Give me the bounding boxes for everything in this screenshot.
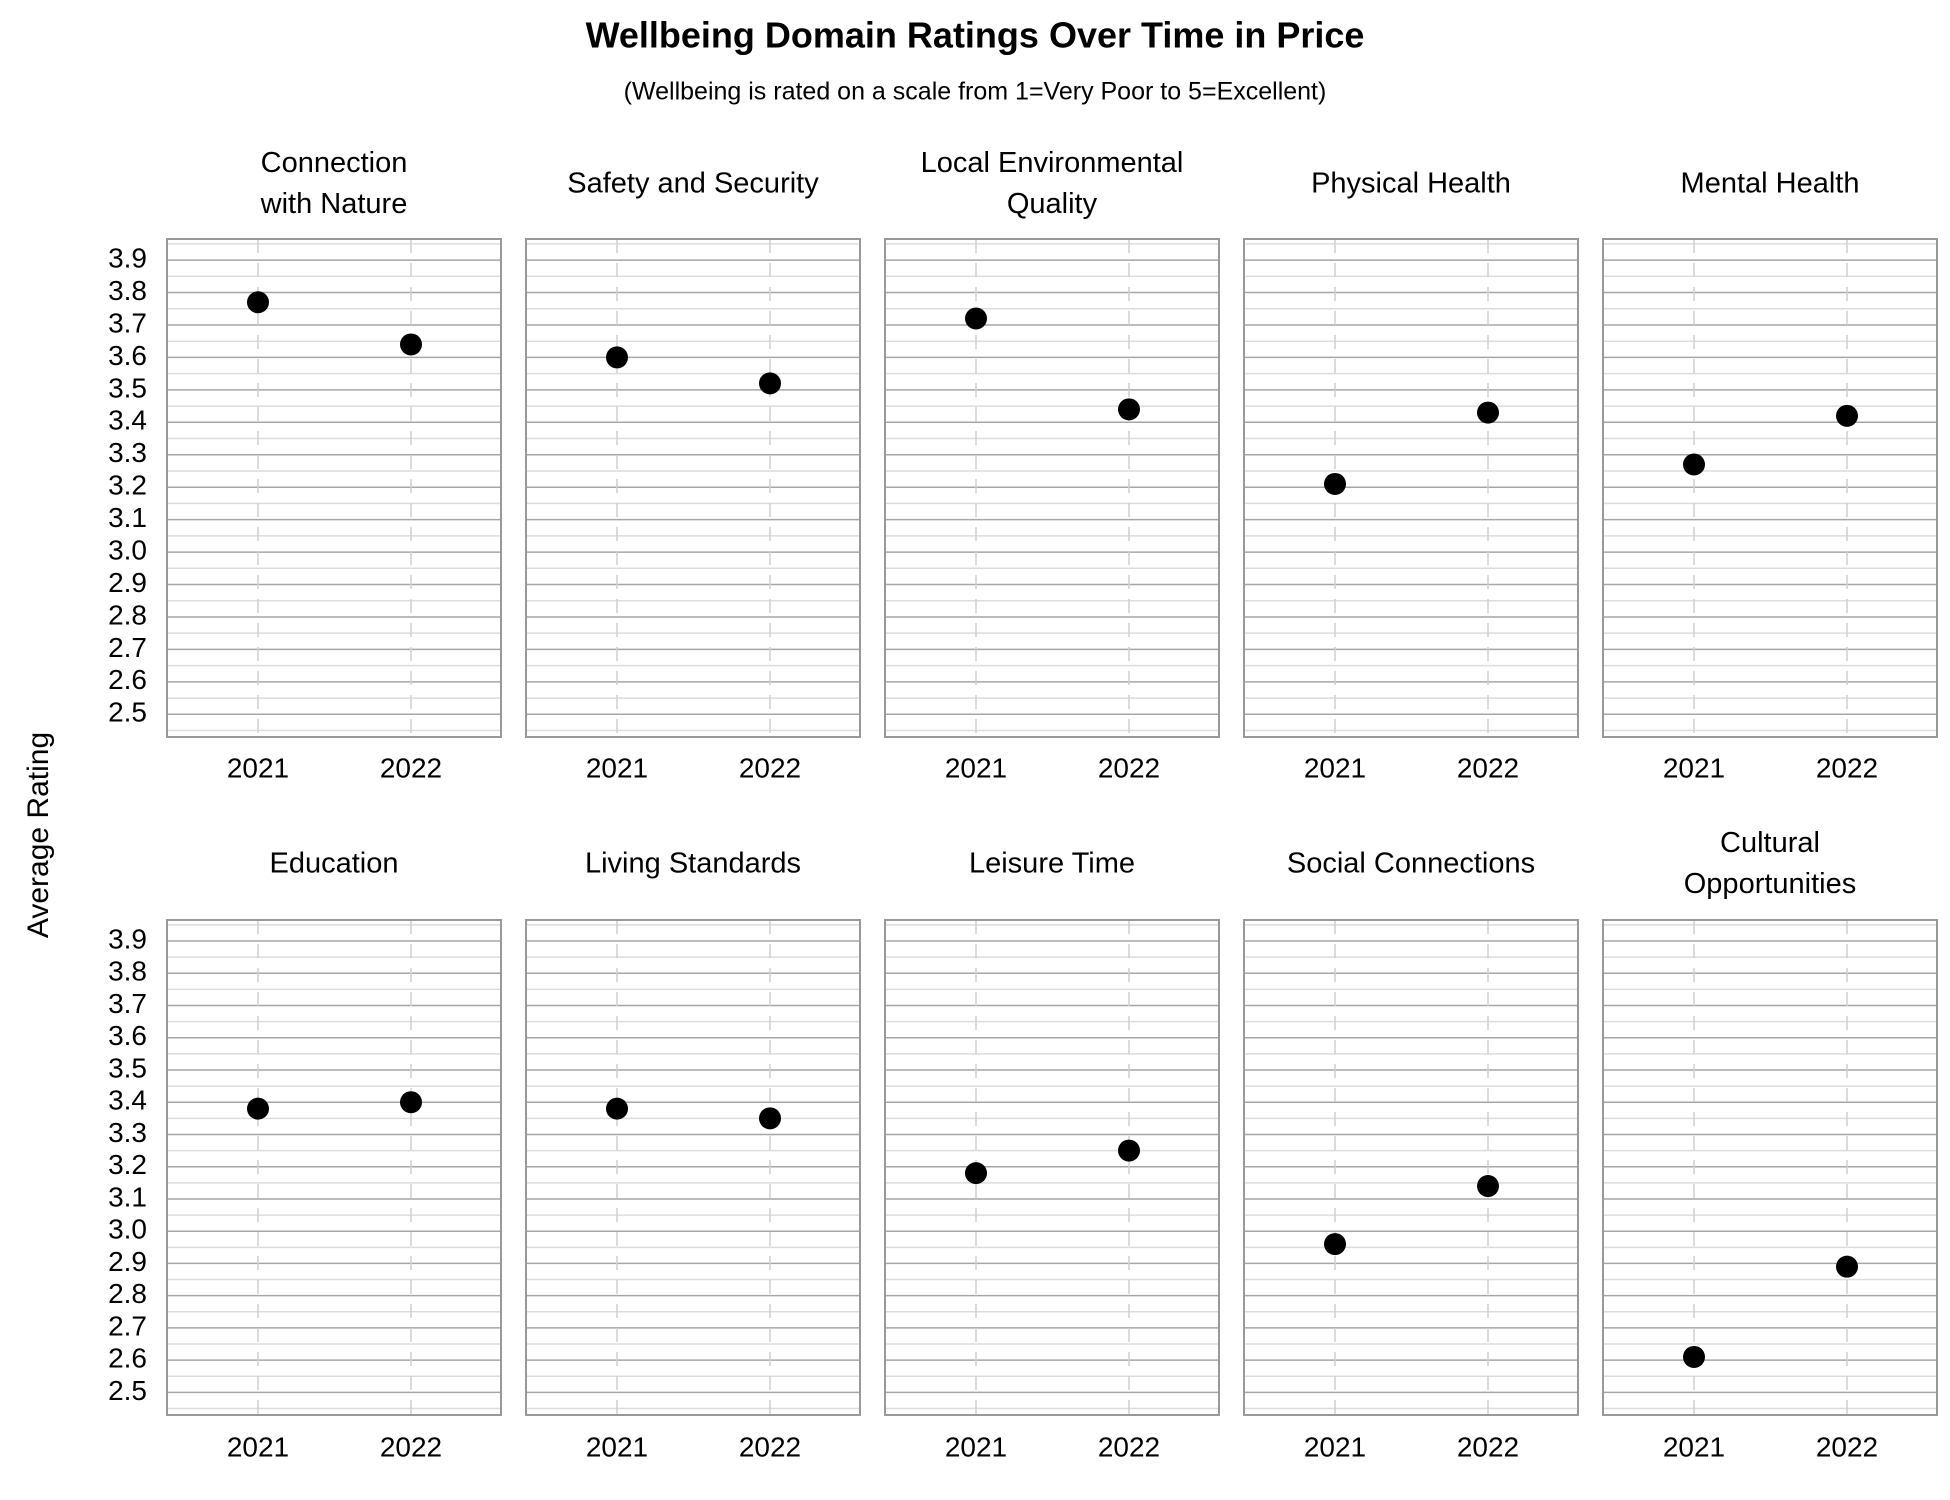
panel-title: Living Standards <box>585 848 801 880</box>
point <box>1324 1233 1346 1256</box>
x-tick-label: 2022 <box>1816 1431 1878 1462</box>
y-tick-label: 3.5 <box>108 372 147 403</box>
point <box>606 1097 628 1120</box>
y-tick-label: 3.0 <box>108 534 147 565</box>
y-tick-label: 3.9 <box>108 923 147 954</box>
panel-title: Quality <box>1007 188 1098 220</box>
panel-title: Local Environmental <box>921 147 1184 179</box>
panel-frame <box>884 919 1220 1416</box>
y-tick-label: 3.7 <box>108 307 147 338</box>
point <box>1118 1139 1140 1162</box>
y-tick-label: 3.6 <box>108 1020 147 1051</box>
x-tick-label: 2022 <box>739 1431 801 1462</box>
point <box>759 1107 781 1130</box>
point <box>606 346 628 369</box>
panel-title: Opportunities <box>1684 868 1857 900</box>
point <box>400 1091 422 1114</box>
point <box>1477 1175 1499 1198</box>
panel-frame <box>1602 238 1938 738</box>
y-tick-label: 2.7 <box>108 1310 147 1341</box>
y-tick-label: 3.6 <box>108 340 147 371</box>
chart-subtitle: (Wellbeing is rated on a scale from 1=Ve… <box>624 78 1327 106</box>
chart-title: Wellbeing Domain Ratings Over Time in Pr… <box>586 15 1365 56</box>
panel-title: Social Connections <box>1287 848 1535 880</box>
x-tick-label: 2021 <box>1663 752 1725 783</box>
point <box>1477 401 1499 424</box>
y-tick-label: 3.8 <box>108 956 147 987</box>
y-tick-label: 3.3 <box>108 437 147 468</box>
panel-frame <box>884 238 1220 738</box>
y-tick-label: 3.1 <box>108 1181 147 1212</box>
point <box>1683 453 1705 476</box>
y-tick-label: 3.9 <box>108 242 147 273</box>
y-tick-label: 3.0 <box>108 1214 147 1245</box>
x-tick-label: 2021 <box>227 1431 289 1462</box>
x-tick-label: 2021 <box>1304 752 1366 783</box>
x-tick-label: 2022 <box>1816 752 1878 783</box>
y-tick-label: 3.1 <box>108 502 147 533</box>
x-tick-label: 2021 <box>945 752 1007 783</box>
x-tick-label: 2021 <box>227 752 289 783</box>
y-tick-label: 2.6 <box>108 1343 147 1374</box>
panel-title: Safety and Security <box>567 168 819 200</box>
x-tick-label: 2022 <box>1457 752 1519 783</box>
point <box>1836 404 1858 427</box>
y-tick-label: 3.5 <box>108 1052 147 1083</box>
point <box>1836 1255 1858 1278</box>
panel-frame <box>1602 919 1938 1416</box>
y-axis-label: Average Rating <box>22 732 55 938</box>
y-tick-label: 3.7 <box>108 988 147 1019</box>
panel-title: with Nature <box>260 188 408 220</box>
panel-frame <box>525 919 861 1416</box>
point <box>965 1162 987 1185</box>
panel-title: Leisure Time <box>969 848 1135 880</box>
panel-frame <box>1243 238 1579 738</box>
x-tick-label: 2021 <box>586 1431 648 1462</box>
point <box>965 307 987 330</box>
panel-frame <box>525 238 861 738</box>
y-tick-label: 3.4 <box>108 1085 147 1116</box>
point <box>759 372 781 395</box>
x-tick-label: 2021 <box>1663 1431 1725 1462</box>
y-tick-label: 3.8 <box>108 275 147 306</box>
point <box>1118 398 1140 421</box>
panel-title: Cultural <box>1720 827 1820 859</box>
y-tick-label: 2.5 <box>108 697 147 728</box>
panel-title: Connection <box>261 147 408 179</box>
x-tick-label: 2021 <box>586 752 648 783</box>
y-tick-label: 3.2 <box>108 1149 147 1180</box>
x-tick-label: 2022 <box>380 1431 442 1462</box>
point <box>1324 472 1346 495</box>
y-tick-label: 3.4 <box>108 405 147 436</box>
point <box>247 1097 269 1120</box>
y-tick-label: 2.7 <box>108 632 147 663</box>
panel-frame <box>166 238 502 738</box>
y-tick-label: 2.9 <box>108 1246 147 1277</box>
panel-frame <box>166 919 502 1416</box>
y-tick-label: 2.6 <box>108 664 147 695</box>
x-tick-label: 2021 <box>945 1431 1007 1462</box>
y-tick-label: 2.8 <box>108 1278 147 1309</box>
y-tick-label: 3.3 <box>108 1117 147 1148</box>
x-tick-label: 2021 <box>1304 1431 1366 1462</box>
y-tick-label: 2.8 <box>108 599 147 630</box>
point <box>1683 1345 1705 1368</box>
y-tick-label: 3.2 <box>108 470 147 501</box>
panel-title: Mental Health <box>1681 168 1860 200</box>
panel-frame <box>1243 919 1579 1416</box>
x-tick-label: 2022 <box>1098 1431 1160 1462</box>
point <box>247 291 269 314</box>
panel-title: Physical Health <box>1311 168 1511 200</box>
y-tick-label: 2.5 <box>108 1375 147 1406</box>
panel-title: Education <box>270 848 399 880</box>
x-tick-label: 2022 <box>739 752 801 783</box>
x-tick-label: 2022 <box>1457 1431 1519 1462</box>
x-tick-label: 2022 <box>380 752 442 783</box>
point <box>400 333 422 356</box>
y-tick-label: 2.9 <box>108 567 147 598</box>
x-tick-label: 2022 <box>1098 752 1160 783</box>
